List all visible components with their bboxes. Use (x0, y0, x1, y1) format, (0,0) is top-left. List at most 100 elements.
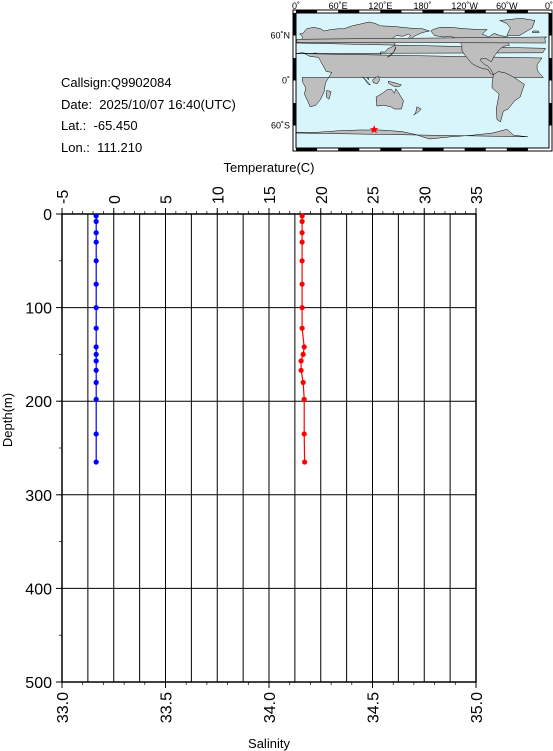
bottom-axis-tick-label: 33.5 (159, 692, 176, 723)
salinity-point (299, 325, 305, 331)
map-frame-segment (296, 148, 318, 151)
bottom-axis-tick-label: 35.0 (469, 692, 486, 723)
iceland-land (531, 30, 540, 33)
temperature-point (93, 281, 99, 287)
top-axis-tick-label: 30 (417, 186, 434, 204)
map-frame-segment (464, 10, 486, 13)
map-lon-label: 0˚ (292, 1, 300, 11)
left-axis-tick-label: 0 (43, 207, 52, 224)
station-marker-icon (369, 125, 379, 134)
australia-land (375, 88, 404, 110)
top-axis-tick-label: 20 (314, 186, 331, 204)
temperature-point (93, 239, 99, 245)
map-frame-segment (464, 148, 486, 151)
map-frame-segment (293, 13, 296, 36)
salinity-point (299, 230, 305, 236)
world-map: 0˚ 60˚E 120˚E 180˚ 120˚W 60˚W 0˚ 60˚N 0˚ 60˚S (270, 1, 553, 152)
salinity-point (299, 305, 305, 311)
map-lon-label: 180˚ (413, 1, 431, 11)
salinity-point (299, 213, 305, 219)
map-frame-segment (293, 103, 296, 126)
salinity-point (298, 367, 304, 373)
borneo-land (372, 75, 380, 84)
callsign-text: Callsign:Q9902084 (61, 75, 172, 90)
top-axis-tick-label: 35 (469, 186, 486, 204)
temperature-point (93, 305, 99, 311)
salinity-profile-line (300, 215, 306, 463)
temperature-point (93, 379, 99, 386)
map-frame-segment (549, 13, 552, 36)
madagascar-land (325, 89, 332, 100)
antarctica-land (295, 129, 528, 148)
salinity-point (300, 351, 306, 357)
temperature-point (93, 218, 99, 225)
salinity-point (299, 258, 305, 264)
bottom-axis-tick-label: 34.0 (262, 692, 279, 723)
latitude-text: Lat.: -65.450 (61, 118, 138, 133)
left-axis-label: Depth(m) (0, 393, 15, 447)
map-lon-label: 60˚E (329, 1, 348, 11)
map-frame-segment (506, 148, 528, 151)
temperature-point (93, 367, 99, 373)
salinity-point (299, 281, 305, 287)
map-frame-segment (293, 58, 296, 81)
bottom-axis-label: Salinity (248, 736, 290, 751)
top-axis-tick-label: 0 (107, 195, 124, 204)
temperature-point (93, 459, 99, 465)
bottom-axis-tick-label: 34.5 (366, 692, 383, 723)
salinity-point (299, 218, 305, 225)
sumatra-land (362, 76, 371, 86)
temperature-point (93, 396, 99, 402)
bottom-axis-tick-label: 33.0 (55, 692, 72, 723)
salinity-point (300, 379, 306, 386)
temperature-point (93, 351, 99, 357)
south-america-land (491, 71, 525, 123)
station-info: Callsign:Q9902084 Date: 2025/10/07 16:40… (61, 72, 236, 158)
top-axis-tick-label: -5 (55, 190, 72, 204)
top-axis-tick-label: 15 (262, 186, 279, 204)
left-axis-tick-label: 100 (25, 301, 52, 318)
map-lat-label: 0˚ (282, 76, 290, 86)
map-frame-segment (422, 10, 444, 13)
map-frame-segment (380, 10, 402, 13)
temperature-point (93, 431, 99, 437)
temperature-point (93, 358, 99, 364)
salinity-point (301, 396, 307, 402)
new-zealand-land (413, 106, 422, 116)
temperature-point (93, 258, 99, 264)
salinity-point (299, 239, 305, 245)
top-axis-tick-label: 10 (210, 186, 227, 204)
map-lon-label: 120˚W (451, 1, 478, 11)
greenland-land (498, 18, 536, 36)
date-text: Date: 2025/10/07 16:40(UTC) (61, 96, 236, 112)
map-lat-label: 60˚S (271, 121, 290, 131)
left-axis-tick-label: 200 (25, 394, 52, 411)
salinity-point (302, 459, 308, 465)
salinity-point (301, 431, 307, 437)
top-axis-label: Temperature(C) (223, 160, 314, 175)
map-frame-segment (422, 148, 444, 151)
new-guinea-land (387, 80, 402, 87)
salinity-point (298, 358, 304, 364)
map-frame-segment (549, 58, 552, 81)
left-axis-tick-label: 500 (25, 675, 52, 692)
left-axis-tick-label: 300 (25, 488, 52, 505)
temperature-point (93, 230, 99, 236)
temperature-point (93, 213, 99, 219)
top-axis-tick-label: 5 (159, 195, 176, 204)
longitude-text: Lon.: 111.210 (61, 139, 143, 155)
map-frame-segment (296, 10, 318, 13)
map-frame-segment (506, 10, 528, 13)
map-lon-label: 0˚ (545, 1, 553, 11)
top-axis-tick-label: 25 (366, 186, 383, 204)
salinity-point (301, 344, 307, 350)
map-frame-segment (380, 148, 402, 151)
map-frame-segment (338, 148, 360, 151)
uk-land (295, 36, 547, 44)
map-lon-label: 60˚W (496, 1, 518, 11)
map-lat-label: 60˚N (270, 31, 290, 41)
map-lon-label: 120˚E (368, 1, 392, 11)
temperature-point (93, 325, 99, 331)
temperature-point (93, 344, 99, 350)
